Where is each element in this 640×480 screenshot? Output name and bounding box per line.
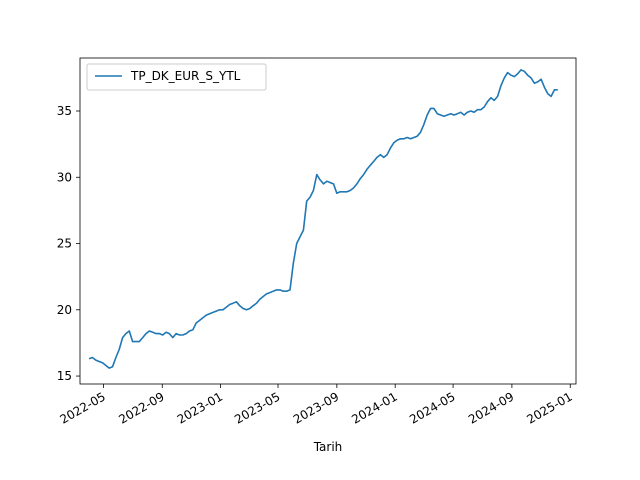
legend: TP_DK_EUR_S_YTL xyxy=(86,63,267,91)
y-axis: 15 20 25 30 35 xyxy=(57,104,80,383)
y-tick-label: 30 xyxy=(57,170,72,184)
y-tick-label: 15 xyxy=(57,369,72,383)
y-tick-label: 20 xyxy=(57,303,72,317)
y-tick-label: 25 xyxy=(57,237,72,251)
y-tick-label: 35 xyxy=(57,104,72,118)
legend-box xyxy=(86,63,267,91)
x-axis-label: Tarih xyxy=(313,440,343,454)
series-line-0 xyxy=(88,69,558,369)
legend-entry-label: TP_DK_EUR_S_YTL xyxy=(130,69,241,83)
axes-frame xyxy=(79,57,577,385)
plot-layer xyxy=(88,69,558,369)
